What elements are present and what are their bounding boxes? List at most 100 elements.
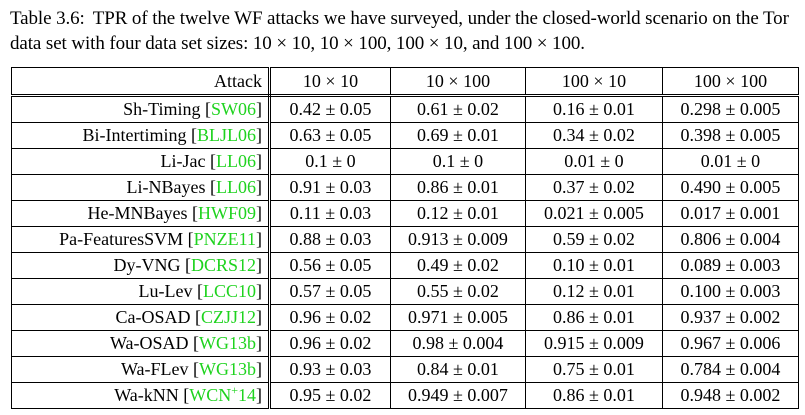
table-body: Sh-Timing [SW06] 0.42 ± 0.05 0.61 ± 0.02 0.… <box>11 95 799 409</box>
tpr-value-cell: 0.49 ± 0.02 <box>390 252 526 279</box>
tpr-value-cell: 0.59 ± 0.02 <box>525 226 663 253</box>
attack-name: Wa-FLev <box>120 359 189 379</box>
tpr-value-cell: 0.01 ± 0 <box>662 148 799 175</box>
tpr-value-cell: 0.86 ± 0.01 <box>525 382 663 409</box>
citation-link[interactable]: DCRS12 <box>191 255 256 275</box>
citation-link[interactable]: LCC10 <box>203 281 256 301</box>
tpr-value-cell: 0.913 ± 0.009 <box>390 226 526 253</box>
tpr-value-cell: 0.98 ± 0.004 <box>390 330 526 357</box>
tpr-value-cell: 0.021 ± 0.005 <box>525 200 663 227</box>
tpr-value-cell: 0.93 ± 0.03 <box>269 356 391 383</box>
attack-name-cell: Wa-kNN [WCN+14] <box>11 382 271 409</box>
table-header-row: Attack 10 × 10 10 × 100 100 × 10 100 × 1… <box>11 67 799 97</box>
table-row: Sh-Timing [SW06] 0.42 ± 0.05 0.61 ± 0.02 0.… <box>11 95 799 123</box>
attack-name-cell: Li-NBayes [LL06] <box>11 174 271 201</box>
attack-name: Bi-Intertiming <box>82 125 187 145</box>
table-caption: Table 3.6: TPR of the twelve WF attacks w… <box>10 6 800 56</box>
citation-link[interactable]: WG13b <box>199 333 256 353</box>
table-row: Wa-FLev [WG13b] 0.93 ± 0.03 0.84 ± 0.01 0.7… <box>11 356 799 383</box>
caption-text: TPR of the twelve WF attacks we have sur… <box>10 8 789 54</box>
citation-key: CZJJ12 <box>200 307 256 327</box>
citation-key: WG13b <box>199 359 256 379</box>
tpr-value-cell: 0.017 ± 0.001 <box>662 200 799 227</box>
results-table-container: Attack 10 × 10 10 × 100 100 × 10 100 × 1… <box>11 67 799 409</box>
attack-name: Li-NBayes <box>126 177 206 197</box>
tpr-value-cell: 0.1 ± 0 <box>269 148 391 175</box>
tpr-value-cell: 0.490 ± 0.005 <box>662 174 799 201</box>
attack-name: Li-Jac <box>160 151 206 171</box>
tpr-value-cell: 0.398 ± 0.005 <box>662 122 799 149</box>
tpr-value-cell: 0.806 ± 0.004 <box>662 226 799 253</box>
attack-name: Sh-Timing <box>123 99 201 119</box>
citation-key: BLJL06 <box>196 125 256 145</box>
citation-link[interactable]: PNZE11 <box>194 229 256 249</box>
tpr-value-cell: 0.01 ± 0 <box>525 148 663 175</box>
tpr-value-cell: 0.34 ± 0.02 <box>525 122 663 149</box>
tpr-value-cell: 0.88 ± 0.03 <box>269 226 391 253</box>
citation-key: SW06 <box>211 99 256 119</box>
attack-name: He-MNBayes <box>87 203 188 223</box>
attack-name-cell: Lu-Lev [LCC10] <box>11 278 271 305</box>
citation-superscript: + <box>231 383 238 397</box>
tpr-value-cell: 0.12 ± 0.01 <box>525 278 663 305</box>
tpr-value-cell: 0.91 ± 0.03 <box>269 174 391 201</box>
results-table: Attack 10 × 10 10 × 100 100 × 10 100 × 1… <box>11 67 799 409</box>
table-row: Dy-VNG [DCRS12] 0.56 ± 0.05 0.49 ± 0.02 0.1… <box>11 252 799 279</box>
tpr-value-cell: 0.75 ± 0.01 <box>525 356 663 383</box>
tpr-value-cell: 0.16 ± 0.01 <box>525 95 663 123</box>
tpr-value-cell: 0.96 ± 0.02 <box>269 330 391 357</box>
table-row: Pa-FeaturesSVM [PNZE11] 0.88 ± 0.03 0.913 … <box>11 226 799 253</box>
citation-key: HWF09 <box>198 203 256 223</box>
tpr-value-cell: 0.089 ± 0.003 <box>662 252 799 279</box>
attack-name-cell: Bi-Intertiming [BLJL06] <box>11 122 271 149</box>
header-col: 100 × 10 <box>525 67 663 97</box>
tpr-value-cell: 0.61 ± 0.02 <box>390 95 526 123</box>
tpr-value-cell: 0.86 ± 0.01 <box>390 174 526 201</box>
citation-link[interactable]: LL06 <box>216 177 256 197</box>
table-row: Wa-kNN [WCN+14] 0.95 ± 0.02 0.949 ± 0.007 0… <box>11 382 799 409</box>
tpr-value-cell: 0.10 ± 0.01 <box>525 252 663 279</box>
header-attack: Attack <box>11 67 271 97</box>
tpr-value-cell: 0.95 ± 0.02 <box>269 382 391 409</box>
citation-link[interactable]: SW06 <box>211 99 256 119</box>
table-row: Lu-Lev [LCC10] 0.57 ± 0.05 0.55 ± 0.02 0.12… <box>11 278 799 305</box>
citation-link[interactable]: WCN+14 <box>189 383 256 405</box>
citation-link[interactable]: CZJJ12 <box>201 307 256 327</box>
tpr-value-cell: 0.12 ± 0.01 <box>390 200 526 227</box>
citation-key: LCC10 <box>202 281 256 301</box>
tpr-value-cell: 0.37 ± 0.02 <box>525 174 663 201</box>
tpr-value-cell: 0.971 ± 0.005 <box>390 304 526 331</box>
table-row: Ca-OSAD [CZJJ12] 0.96 ± 0.02 0.971 ± 0.005… <box>11 304 799 331</box>
tpr-value-cell: 0.949 ± 0.007 <box>390 382 526 409</box>
tpr-value-cell: 0.937 ± 0.002 <box>662 304 799 331</box>
attack-name-cell: Sh-Timing [SW06] <box>11 95 271 123</box>
tpr-value-cell: 0.11 ± 0.03 <box>269 200 391 227</box>
attack-name-cell: Pa-FeaturesSVM [PNZE11] <box>11 226 271 253</box>
attack-name-cell: Li-Jac [LL06] <box>11 148 271 175</box>
citation-key: WCN <box>189 385 232 405</box>
tpr-value-cell: 0.86 ± 0.01 <box>525 304 663 331</box>
header-col: 10 × 100 <box>390 67 526 97</box>
tpr-value-cell: 0.100 ± 0.003 <box>662 278 799 305</box>
table-row: Bi-Intertiming [BLJL06] 0.63 ± 0.05 0.69 ±… <box>11 122 799 149</box>
tpr-value-cell: 0.56 ± 0.05 <box>269 252 391 279</box>
attack-name-cell: Wa-FLev [WG13b] <box>11 356 271 383</box>
attack-name: Wa-kNN <box>114 385 179 405</box>
tpr-value-cell: 0.298 ± 0.005 <box>662 95 799 123</box>
table-row: Li-Jac [LL06] 0.1 ± 0 0.1 ± 0 0.01 ± 0 0.01 … <box>11 148 799 175</box>
caption-label: Table 3.6: <box>10 8 85 29</box>
citation-key: LL06 <box>216 177 256 197</box>
tpr-value-cell: 0.55 ± 0.02 <box>390 278 526 305</box>
header-col: 100 × 100 <box>662 67 799 97</box>
citation-link[interactable]: WG13b <box>199 359 256 379</box>
citation-key: DCRS12 <box>190 255 256 275</box>
citation-link[interactable]: HWF09 <box>198 203 256 223</box>
attack-name-cell: Wa-OSAD [WG13b] <box>11 330 271 357</box>
table-row: He-MNBayes [HWF09] 0.11 ± 0.03 0.12 ± 0.01… <box>11 200 799 227</box>
table-row: Li-NBayes [LL06] 0.91 ± 0.03 0.86 ± 0.01 0.… <box>11 174 799 201</box>
attack-name: Wa-OSAD <box>109 333 189 353</box>
tpr-value-cell: 0.69 ± 0.01 <box>390 122 526 149</box>
attack-name-cell: Ca-OSAD [CZJJ12] <box>11 304 271 331</box>
citation-link[interactable]: BLJL06 <box>197 125 256 145</box>
citation-link[interactable]: LL06 <box>216 151 256 171</box>
